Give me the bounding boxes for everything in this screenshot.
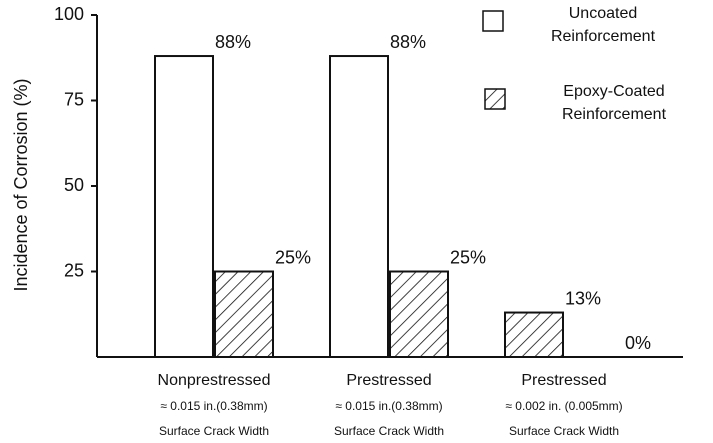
x-tick-label: Surface Crack Width	[334, 424, 444, 438]
value-label: 88%	[390, 32, 426, 52]
legend-label: Epoxy-Coated Reinforcement	[561, 83, 667, 123]
value-label: 25%	[275, 247, 311, 267]
y-tick-label: 100	[54, 4, 84, 24]
value-label: 0%	[625, 333, 651, 353]
y-tick-label: 75	[64, 89, 84, 109]
bar	[389, 270, 449, 358]
legend-label: Uncoated Reinforcement	[550, 5, 656, 45]
x-tick-label: Surface Crack Width	[509, 424, 619, 438]
y-axis-label: Incidence of Corrosion (%)	[11, 78, 31, 291]
value-label: 88%	[215, 32, 251, 52]
bar	[504, 311, 564, 359]
legend-swatch	[482, 10, 504, 32]
legend-swatch	[484, 88, 506, 110]
y-tick-label: 50	[64, 175, 84, 195]
x-tick-label: Prestressed	[346, 372, 431, 389]
bar	[329, 55, 389, 358]
x-tick-label: Prestressed	[521, 372, 606, 389]
bar	[154, 55, 214, 358]
x-tick-label: ≈ 0.002 in. (0.005mm)	[505, 399, 622, 413]
x-tick-label: Surface Crack Width	[159, 424, 269, 438]
value-label: 13%	[565, 288, 601, 308]
x-tick-label: ≈ 0.015 in.(0.38mm)	[335, 399, 442, 413]
y-tick-label: 25	[64, 260, 84, 280]
value-label: 25%	[450, 247, 486, 267]
x-tick-label: Nonprestressed	[158, 372, 271, 389]
x-tick-label: ≈ 0.015 in.(0.38mm)	[160, 399, 267, 413]
bar	[214, 270, 274, 358]
